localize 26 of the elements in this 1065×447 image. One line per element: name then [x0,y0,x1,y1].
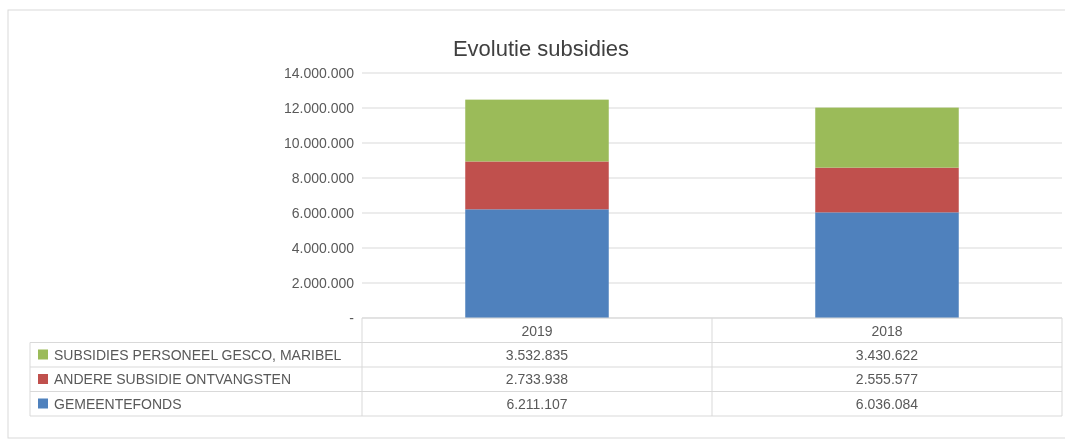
y-tick-label: 12.000.000 [283,100,355,116]
data-label: 2.555.577 [855,371,919,387]
chart-title: Evolutie subsidies [452,36,630,61]
x-tick-label: 2019 [521,323,553,339]
data-label: 6.036.084 [855,395,919,412]
y-tick-label: 4.000.000 [291,240,355,256]
x-tick-label: 2018 [871,323,903,339]
y-tick-label: 14.000.000 [283,65,355,81]
y-tick-label: 6.000.000 [291,205,355,221]
data-label: 3.532.835 [505,346,569,363]
data-label: 3.430.622 [855,346,919,363]
legend-label: ANDERE SUBSIDIE ONTVANGSTEN [54,371,292,387]
y-tick-label: 10.000.000 [283,135,355,151]
bar [465,161,609,210]
bar [815,212,959,318]
y-tick-label: - [349,310,355,326]
y-tick-label: 8.000.000 [291,170,355,186]
bar [815,167,959,213]
data-label: 6.211.107 [506,395,568,412]
data-label: 2.733.938 [505,371,569,387]
bar [465,209,609,318]
legend-label: GEMEENTEFONDS [54,395,182,412]
y-tick-label: 2.000.000 [291,275,355,291]
bar [465,99,609,162]
bar [815,107,959,168]
legend-label: SUBSIDIES PERSONEEL GESCO, MARIBEL [54,346,342,363]
